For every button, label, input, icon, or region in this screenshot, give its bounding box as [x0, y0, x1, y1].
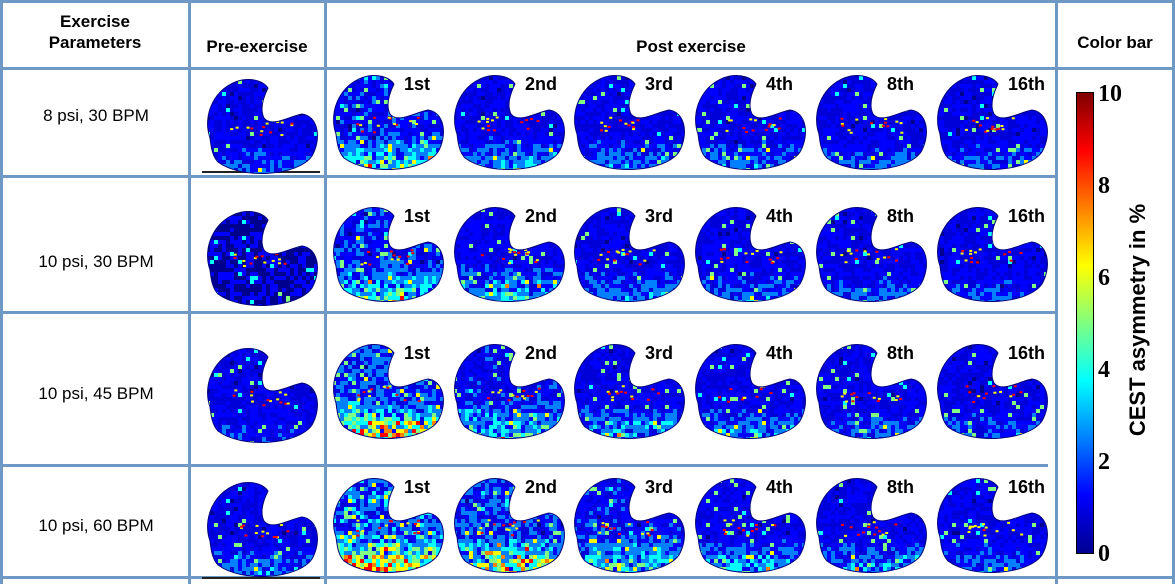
- timepoint-label: 1st: [404, 206, 431, 226]
- timepoint-label: 2nd: [525, 477, 558, 497]
- scan-post-exercise: [454, 478, 565, 573]
- grid-line: [0, 576, 1175, 579]
- grid-line: [0, 0, 3, 584]
- timepoint-label: 1st: [404, 343, 431, 363]
- timepoint-label: 3rd: [645, 206, 674, 226]
- scan-post-exercise: [937, 344, 1048, 439]
- color-bar: [1076, 92, 1094, 554]
- timepoint-label: 16th: [1008, 343, 1046, 363]
- timepoint-label: 16th: [1008, 74, 1046, 94]
- colorbar-title: CEST asymmetry in %: [1125, 203, 1150, 437]
- scan-post-exercise: [937, 207, 1048, 302]
- scan-post-exercise: [333, 207, 444, 302]
- scale-line: [202, 577, 320, 579]
- timepoint-label: 2nd: [525, 74, 558, 94]
- colorbar-tick-4: 4: [1098, 357, 1110, 383]
- grid-line: [1055, 0, 1058, 584]
- grid-line: [0, 175, 1058, 178]
- row-label-1: 8 psi, 30 BPM: [43, 106, 149, 125]
- scan-post-exercise: [695, 75, 806, 170]
- scan-post-exercise: [454, 344, 565, 439]
- scan-post-exercise: [574, 75, 685, 170]
- scan-post-exercise: [695, 478, 806, 573]
- grid-line: [324, 0, 327, 584]
- grid-line: [0, 0, 1175, 3]
- row-label-3: 10 psi, 45 BPM: [38, 384, 154, 403]
- scan-post-exercise: [937, 75, 1048, 170]
- grid-line: [0, 311, 1058, 314]
- scan-pre-exercise: [207, 348, 318, 443]
- timepoint-label: 8th: [887, 206, 914, 226]
- scan-post-exercise: [333, 478, 444, 573]
- header-exercise-parameters: Exercise Parameters: [48, 12, 142, 52]
- colorbar-tick-6: 6: [1098, 265, 1110, 291]
- timepoint-label: 16th: [1008, 477, 1046, 497]
- colorbar-tick-8: 8: [1098, 173, 1110, 199]
- timepoint-label: 16th: [1008, 206, 1046, 226]
- row-label-4: 10 psi, 60 BPM: [38, 516, 154, 535]
- timepoint-label: 8th: [887, 74, 914, 94]
- row-label-2: 10 psi, 30 BPM: [38, 252, 154, 271]
- scan-pre-exercise: [207, 482, 318, 577]
- header-color-bar: Color bar: [1077, 33, 1153, 52]
- colorbar-tick-10: 10: [1098, 81, 1122, 107]
- colorbar-tick-0: 0: [1098, 541, 1110, 567]
- timepoint-label: 1st: [404, 74, 431, 94]
- scan-pre-exercise: [207, 79, 318, 174]
- grid-line: [0, 67, 1175, 70]
- timepoint-label: 4th: [766, 74, 793, 94]
- scan-post-exercise: [333, 75, 444, 170]
- scan-post-exercise: [695, 344, 806, 439]
- timepoint-label: 4th: [766, 343, 793, 363]
- scan-post-exercise: [574, 478, 685, 573]
- timepoint-label: 3rd: [645, 343, 674, 363]
- scan-post-exercise: [816, 207, 927, 302]
- timepoint-label: 8th: [887, 477, 914, 497]
- scan-post-exercise: [574, 344, 685, 439]
- header-pre-exercise: Pre-exercise: [206, 37, 308, 56]
- scan-post-exercise: [695, 207, 806, 302]
- timepoint-label: 8th: [887, 343, 914, 363]
- timepoint-label: 2nd: [525, 206, 558, 226]
- scan-post-exercise: [816, 478, 927, 573]
- scan-pre-exercise: [207, 211, 318, 306]
- scan-post-exercise: [574, 207, 685, 302]
- scan-post-exercise: [816, 344, 927, 439]
- scan-post-exercise: [454, 207, 565, 302]
- timepoint-label: 4th: [766, 206, 793, 226]
- timepoint-label: 3rd: [645, 74, 674, 94]
- timepoint-label: 2nd: [525, 343, 558, 363]
- scan-post-exercise: [816, 75, 927, 170]
- grid-line: [188, 0, 191, 584]
- timepoint-label: 1st: [404, 477, 431, 497]
- timepoint-label: 4th: [766, 477, 793, 497]
- grid-line: [0, 464, 1048, 467]
- grid-line: [1172, 0, 1175, 584]
- timepoint-label: 3rd: [645, 477, 674, 497]
- scan-post-exercise: [937, 478, 1048, 573]
- scan-post-exercise: [333, 344, 444, 439]
- header-post-exercise: Post exercise: [636, 37, 746, 56]
- scan-post-exercise: [454, 75, 565, 170]
- colorbar-tick-2: 2: [1098, 449, 1110, 475]
